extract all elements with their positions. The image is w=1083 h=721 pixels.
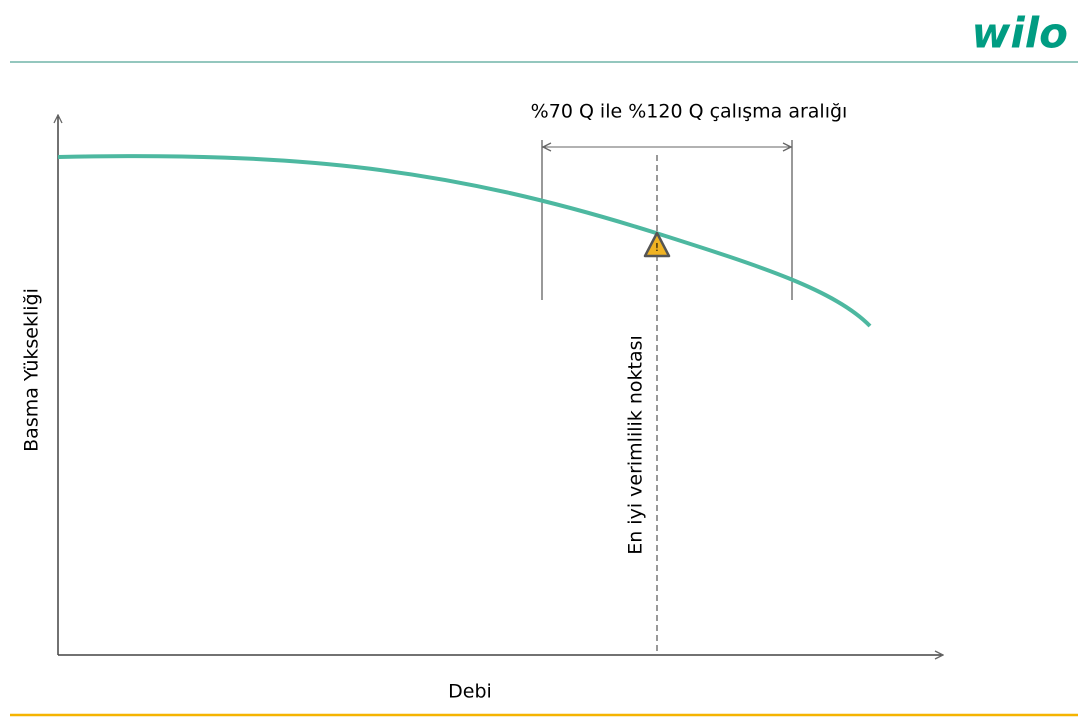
x-axis-label: Debi bbox=[448, 681, 492, 703]
bep-marker bbox=[643, 231, 671, 258]
bep-label: En iyi verimlilik noktası bbox=[625, 335, 647, 555]
logo: wilo bbox=[972, 9, 1068, 58]
bep-symbol: ! bbox=[655, 241, 659, 254]
pump-curve bbox=[57, 154, 872, 328]
range-label: %70 Q ile %120 Q çalışma aralığı bbox=[531, 101, 848, 123]
y-axis-label: Basma Yüksekliği bbox=[21, 288, 43, 452]
